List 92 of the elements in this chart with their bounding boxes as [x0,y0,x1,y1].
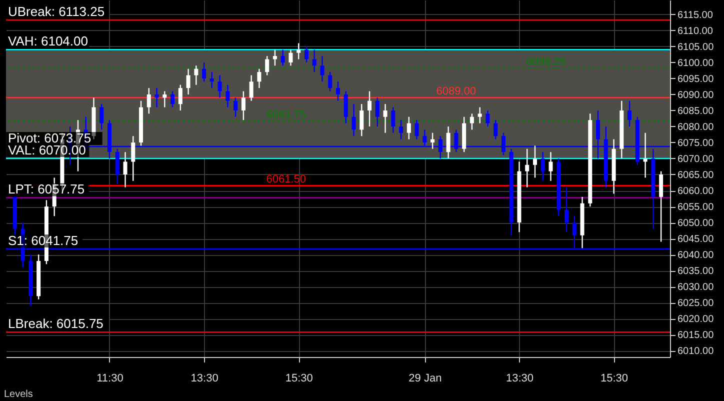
y-tick-label: 6010.00 [678,346,714,358]
y-tick-label: 6035.00 [678,266,714,278]
candlestick [154,87,159,108]
y-tick-label: 6090.00 [678,90,714,101]
candlestick [210,71,214,89]
candlestick [178,84,182,112]
candlestick [399,119,404,140]
candlestick [218,74,222,98]
candlestick [368,90,372,128]
x-tick-label: 29 Jan [408,372,442,384]
candlestick [123,151,128,188]
candlestick [328,71,332,92]
x-tick-label: 13:30 [506,372,534,384]
y-tick-label: 6040.00 [678,250,714,262]
ref-line-label: 6061.50 [266,174,306,186]
candlestick [100,103,104,130]
y-tick-label: 6030.00 [678,282,714,294]
y-tick-label: 6050.00 [678,218,714,230]
x-tick-label: 15:30 [600,372,628,384]
candlestick [540,151,545,182]
y-tick-label: 6115.00 [678,10,714,21]
y-tick-label: 6055.00 [678,202,714,214]
ref-line-label: S1: 6041.75 [8,232,78,248]
candlestick [430,132,435,150]
y-tick-label: 6060.00 [678,186,714,198]
candlestick [288,49,293,66]
candlestick [525,148,530,188]
y-tick-label: 6070.00 [678,154,714,165]
y-tick-label: 6045.00 [678,234,714,246]
ref-line-label: LPT: 6057.75 [8,182,85,197]
candlestick [336,81,340,102]
y-tick-label: 6025.00 [678,298,714,310]
candlestick [391,106,396,134]
candlestick [383,103,388,134]
candlestick [226,84,230,108]
candlestick [320,55,324,82]
candlestick [406,116,411,140]
candlestick [532,145,537,178]
x-tick-label: 11:30 [96,372,124,384]
ref-line-label: VAH: 6104.00 [8,34,88,49]
candlestick [470,113,474,130]
candlestick [494,119,498,140]
ref-line-label: VAL: 6070.00 [8,142,86,158]
candlestick [194,65,198,86]
y-tick-label: 6105.00 [678,42,714,53]
candlestick [186,68,190,96]
y-tick-label: 6015.00 [678,330,714,342]
y-tick-label: 6110.00 [678,26,714,37]
candlestick [265,55,270,76]
candlestick [446,126,450,160]
candlestick [344,90,348,124]
candlestick [146,87,151,114]
candlestick [312,49,316,73]
candlestick [352,103,356,137]
candlestick [296,42,301,60]
ref-line-label: 6081.75 [266,108,306,121]
candlestick [478,106,482,124]
ref-line-label: UBreak: 6113.25 [8,4,105,20]
y-tick-label: 6095.00 [678,74,714,85]
candlestick [564,186,569,233]
y-tick-label: 6080.00 [678,122,714,133]
candlestick [241,90,246,121]
candlestick [414,119,419,140]
candlestick [202,62,206,82]
candlestick [304,46,308,64]
candlestick [628,100,632,128]
candlestick [659,170,664,242]
text: Levels [4,389,33,400]
ref-line-label: LBreak: 6015.75 [8,316,104,332]
candlestick [115,148,120,185]
candlestick [272,49,277,66]
x-tick-label: 13:30 [190,372,218,384]
candlestick [170,90,175,108]
ref-line-label: 6089.00 [436,86,476,98]
y-tick-label: 6020.00 [678,314,714,326]
candlestick [360,103,364,137]
y-tick-label: 6065.00 [678,170,714,181]
candlestick [375,97,380,128]
candlestick [548,151,553,182]
y-tick-label: 6085.00 [678,106,714,117]
candlestick [643,132,648,178]
candlestick [486,110,490,128]
candlestick [131,135,136,182]
candlestick [257,68,262,89]
candlestick [249,74,254,102]
candlestick [234,97,238,118]
y-tick-label: 6100.00 [678,58,714,69]
candlestick [280,49,285,66]
x-tick-label: 15:30 [285,372,313,384]
candlestick [162,90,167,108]
ref-line-label: 6098.25 [526,56,566,68]
y-tick-label: 6075.00 [678,138,714,149]
